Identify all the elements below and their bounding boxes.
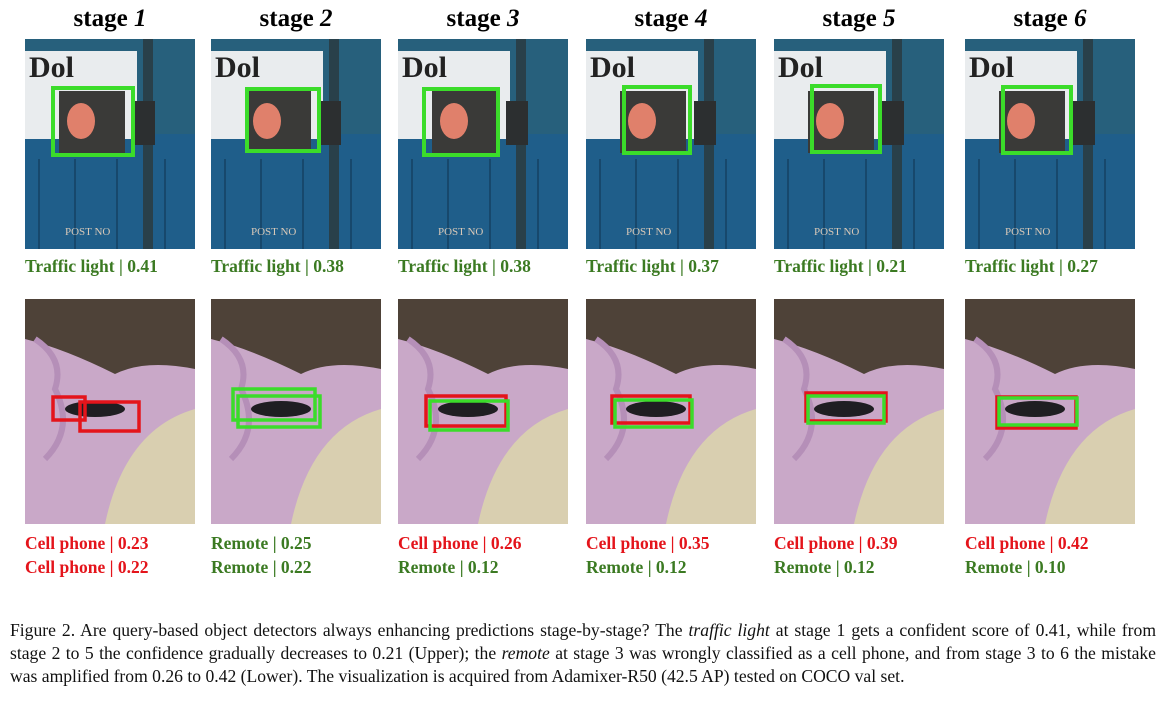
remote-image — [398, 299, 568, 524]
detection-box — [245, 87, 321, 153]
score-label: Traffic light | 0.37 — [586, 256, 719, 276]
traffic-image — [774, 39, 944, 249]
stage-number: 1 — [134, 5, 147, 32]
traffic-image — [25, 39, 195, 249]
traffic-image — [211, 39, 381, 249]
stage-number: 2 — [319, 5, 333, 32]
stage-number: 5 — [883, 5, 896, 32]
score-label: Traffic light | 0.38 — [211, 256, 344, 276]
detection-box — [1001, 85, 1073, 155]
stage-header: stage 4 — [635, 5, 708, 32]
stage-number: 6 — [1074, 5, 1087, 32]
detection-box — [806, 394, 886, 425]
stage-number: 3 — [506, 5, 520, 32]
stage-word: stage — [260, 5, 314, 32]
detection-box — [997, 396, 1079, 427]
detection-box — [236, 394, 322, 429]
stage-header: stage 1 — [74, 5, 147, 32]
caption-text: traffic light — [688, 620, 770, 640]
detection-box — [424, 394, 508, 428]
score-label: Cell phone | 0.35 — [586, 533, 710, 553]
stage-number: 4 — [694, 5, 708, 32]
stage-word: stage — [74, 5, 128, 32]
caption-text: remote — [501, 643, 550, 663]
stage-word: stage — [635, 5, 689, 32]
traffic-image — [965, 39, 1135, 249]
score-label: Traffic light | 0.21 — [774, 256, 907, 276]
score-label: Traffic light | 0.38 — [398, 256, 531, 276]
stage-header: stage 6 — [1014, 5, 1087, 32]
caption: Figure 2. Are query-based object detecto… — [10, 619, 1156, 688]
traffic-image — [586, 39, 756, 249]
detection-box — [231, 387, 317, 422]
detection-box — [804, 391, 888, 423]
score-label: Cell phone | 0.23 — [25, 533, 149, 553]
detection-box — [622, 85, 692, 155]
stage-header: stage 3 — [447, 5, 520, 32]
detection-box — [428, 399, 510, 432]
score-label: Remote | 0.10 — [965, 557, 1066, 577]
detection-box — [78, 400, 141, 433]
score-label: Remote | 0.12 — [774, 557, 875, 577]
caption-text: at stage 1 gets a confident score of 0.4… — [10, 620, 1157, 663]
score-label: Cell phone | 0.22 — [25, 557, 148, 577]
stage-word: stage — [1014, 5, 1068, 32]
detection-box — [610, 394, 692, 425]
remote-image — [25, 299, 195, 524]
caption-text: Figure 2. Are query-based object detecto… — [10, 620, 689, 640]
score-label: Remote | 0.25 — [211, 533, 312, 553]
remote-image — [965, 299, 1135, 524]
score-label: Traffic light | 0.27 — [965, 256, 1098, 276]
detection-box — [422, 87, 500, 157]
caption-text: at stage 3 was wrongly classified as a c… — [10, 643, 1156, 686]
score-label: Remote | 0.12 — [586, 557, 687, 577]
remote-image — [774, 299, 944, 524]
stage-header: stage 2 — [260, 5, 333, 32]
detection-box — [51, 86, 135, 157]
score-label: Remote | 0.22 — [211, 557, 312, 577]
score-label: Traffic light | 0.41 — [25, 256, 158, 276]
stage-word: stage — [447, 5, 501, 32]
detection-box — [51, 395, 87, 422]
detection-box — [613, 398, 694, 429]
stage-header: stage 5 — [823, 5, 896, 32]
stage-word: stage — [823, 5, 877, 32]
detection-box — [810, 84, 882, 154]
score-label: Cell phone | 0.26 — [398, 533, 522, 553]
score-label: Cell phone | 0.42 — [965, 533, 1088, 553]
score-label: Remote | 0.12 — [398, 557, 499, 577]
score-label: Cell phone | 0.39 — [774, 533, 898, 553]
